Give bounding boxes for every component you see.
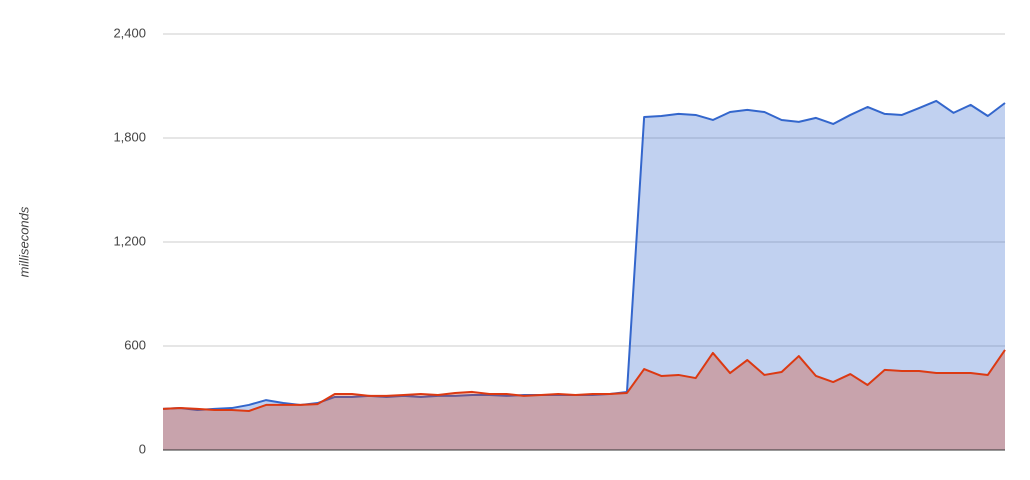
- y-tick-label: 1,800: [113, 129, 146, 144]
- line: [162, 349, 1006, 412]
- y-tick-label: 1,200: [113, 233, 146, 248]
- y-tick-label: 0: [139, 441, 146, 456]
- area: [163, 100, 1005, 450]
- area: [163, 349, 1005, 450]
- y-axis-label: milliseconds: [16, 206, 31, 277]
- y-tick-label: 2,400: [113, 25, 146, 40]
- y-tick-label: 600: [124, 337, 146, 352]
